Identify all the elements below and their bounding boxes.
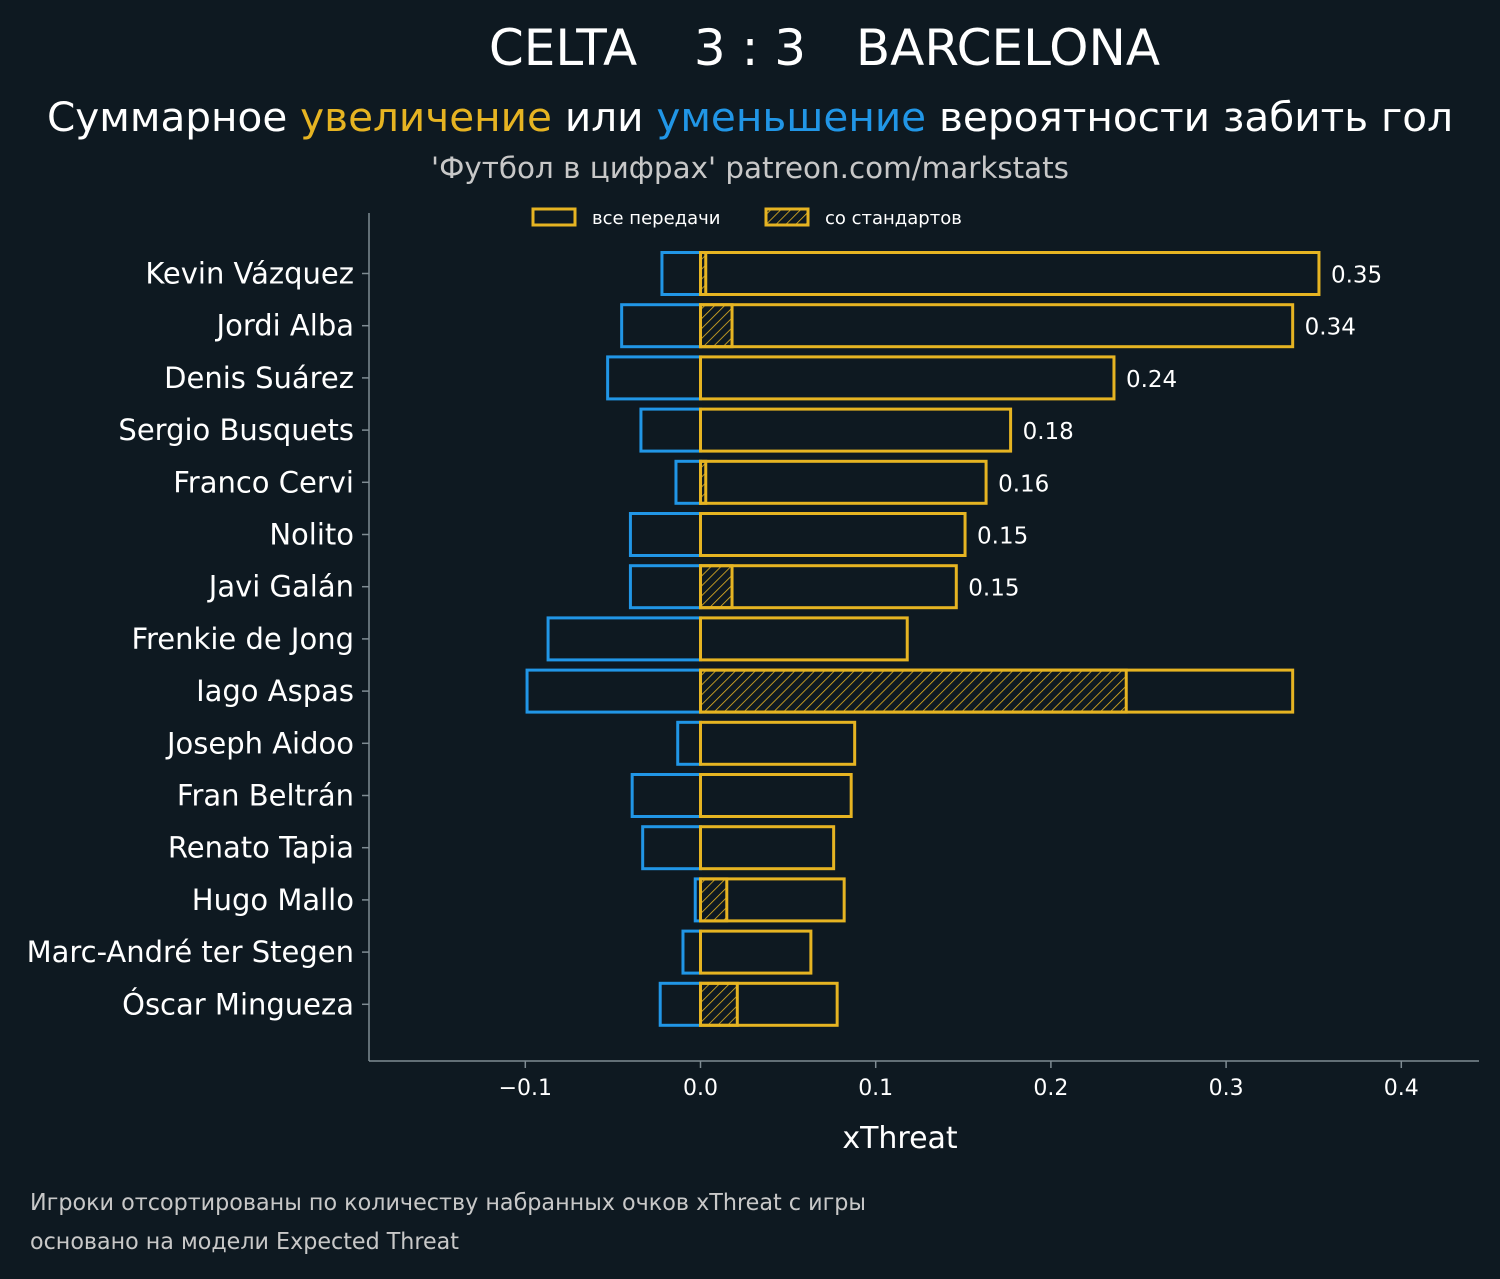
y-tick-label: Óscar Mingueza	[122, 987, 354, 1021]
subtitle-part2: или	[552, 95, 656, 141]
y-tick-label: Joseph Aidoo	[165, 726, 354, 760]
bars-layer: 0.35 0.34 0.24 0.18 0.16 0.15 0.15	[525, 251, 1382, 1027]
x-tick-label: 0.1	[858, 1076, 893, 1101]
bar-negative	[660, 251, 702, 296]
x-tick-label: 0.2	[1033, 1076, 1068, 1101]
source-credit: 'Футбол в цифрах' patreon.com/markstats	[431, 151, 1069, 185]
bar-value-label: 0.18	[1023, 419, 1074, 445]
bar-positive	[699, 564, 958, 610]
bar-negative	[630, 773, 702, 818]
bar-set-pieces	[699, 564, 734, 610]
bar-set-pieces	[699, 668, 1128, 714]
bar-value-label: 0.34	[1305, 315, 1356, 341]
x-tick-label: 0.4	[1384, 1076, 1419, 1101]
bar-negative	[676, 720, 702, 766]
y-tick-label: Marc-André ter Stegen	[27, 935, 354, 969]
y-tick-labels: Kevin Vázquez Jordi Alba Denis Suárez Sergi…	[27, 257, 369, 1021]
bar-value-label: 0.16	[998, 471, 1049, 497]
bar-positive	[699, 773, 853, 818]
legend-label-all-passes: все передачи	[592, 208, 720, 229]
bar-positive	[699, 616, 909, 662]
x-tick-label: −0.1	[499, 1076, 552, 1101]
bar-negative	[681, 929, 702, 975]
bar-set-pieces	[699, 303, 734, 349]
x-axis-label: xThreat	[842, 1121, 958, 1156]
x-ticks: −0.1 0.0 0.1 0.2 0.3 0.4	[499, 1061, 1419, 1101]
title-score: 3 : 3	[694, 19, 806, 77]
legend-swatch-set-pieces	[764, 207, 810, 227]
legend: все передачи со стандартов	[531, 207, 962, 229]
bar-positive	[699, 303, 1295, 349]
bar-negative	[620, 303, 702, 349]
bar-positive	[699, 407, 1013, 453]
y-tick-label: Hugo Mallo	[192, 883, 354, 917]
bar-set-pieces	[699, 877, 729, 923]
y-tick-label: Iago Aspas	[196, 674, 354, 708]
y-tick-label: Frenkie de Jong	[131, 622, 354, 656]
bar-positive	[699, 981, 839, 1027]
subtitle-part1: Суммарное	[47, 95, 300, 141]
bar-value-label: 0.15	[977, 524, 1028, 550]
bar-positive	[699, 825, 836, 871]
bar-negative	[628, 512, 702, 557]
subtitle-decrease: уменьшение	[656, 95, 926, 141]
legend-label-set-pieces: со стандартов	[825, 208, 962, 229]
y-tick-label: Sergio Busquets	[118, 413, 354, 447]
legend-swatch-all-passes	[531, 207, 577, 227]
bar-value-label: 0.15	[968, 576, 1019, 602]
bar-value-label: 0.35	[1331, 263, 1382, 289]
y-tick-label: Fran Beltrán	[177, 779, 354, 813]
bar-negative	[525, 668, 702, 714]
y-tick-label: Javi Galán	[207, 570, 354, 604]
bar-positive	[699, 459, 988, 505]
bar-positive	[699, 355, 1116, 401]
bar-positive	[699, 512, 967, 557]
y-tick-label: Denis Suárez	[164, 361, 354, 395]
bar-negative	[628, 564, 702, 610]
subtitle-increase: увеличение	[300, 95, 552, 141]
bar-positive	[699, 929, 813, 975]
bar-positive	[699, 668, 1295, 714]
footer-note-1: Игроки отсортированы по количеству набра…	[30, 1190, 866, 1216]
x-tick-label: 0.0	[683, 1076, 718, 1101]
bar-negative	[658, 981, 702, 1027]
bar-value-label: 0.24	[1126, 367, 1177, 393]
subtitle-part3: вероятности забить гол	[926, 95, 1453, 141]
y-tick-label: Kevin Vázquez	[145, 257, 354, 291]
y-tick-label: Nolito	[269, 518, 354, 552]
footer-note-2: основано на модели Expected Threat	[30, 1229, 459, 1255]
bar-positive	[699, 251, 1321, 296]
bar-positive	[699, 720, 857, 766]
y-tick-label: Renato Tapia	[168, 831, 354, 865]
bar-negative	[606, 355, 702, 401]
title-team-home: CELTA	[489, 19, 637, 77]
bar-positive	[699, 877, 846, 923]
bar-negative	[674, 459, 702, 505]
bar-negative	[546, 616, 702, 662]
y-tick-label: Jordi Alba	[215, 309, 354, 343]
x-tick-label: 0.3	[1209, 1076, 1244, 1101]
bar-negative	[639, 407, 703, 453]
title-team-away: BARCELONA	[856, 19, 1160, 77]
y-tick-label: Franco Cervi	[173, 465, 354, 499]
bar-set-pieces	[699, 981, 739, 1027]
bar-negative	[641, 825, 703, 871]
subtitle: Суммарное увеличение или уменьшение веро…	[47, 95, 1453, 141]
